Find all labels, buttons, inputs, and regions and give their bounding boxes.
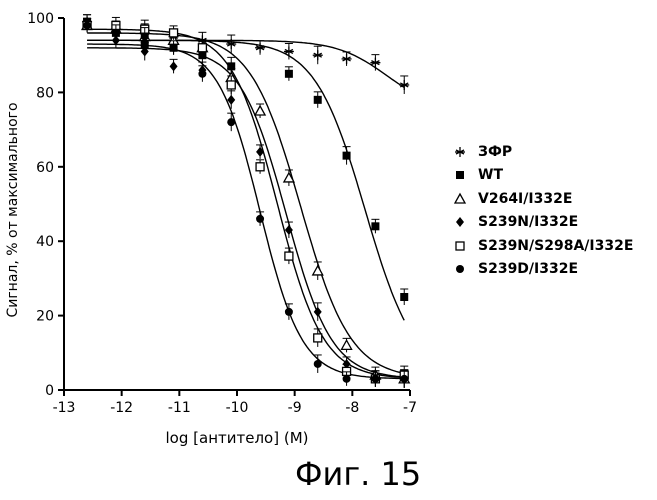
marker-asterisk — [455, 147, 465, 157]
data-point — [285, 308, 293, 316]
data-point — [371, 222, 379, 230]
data-points — [82, 15, 409, 388]
data-point — [256, 163, 264, 171]
data-point — [313, 266, 323, 275]
data-point — [343, 152, 351, 160]
y-tick-label: 20 — [36, 309, 54, 325]
x-tick-label: -9 — [288, 400, 302, 416]
legend-item: ЗФР — [452, 140, 633, 164]
marker-open-triangle — [455, 194, 465, 203]
legend-item: S239D/I332E — [452, 258, 633, 282]
fit-curve — [87, 40, 404, 87]
data-point — [198, 70, 206, 78]
legend: ЗФР WT V264I/I332E S239N/I332E S239N/S298A/I… — [452, 140, 633, 281]
data-point — [285, 70, 293, 78]
legend-marker-open-triangle-icon — [452, 191, 474, 207]
data-point — [285, 252, 293, 260]
marker-filled-square — [456, 171, 464, 179]
data-point — [227, 81, 235, 89]
data-point — [112, 29, 120, 37]
legend-item: V264I/I332E — [452, 187, 633, 211]
data-point — [314, 307, 322, 317]
data-point — [141, 33, 149, 41]
x-tick-label: -10 — [226, 400, 249, 416]
y-tick-label: 40 — [36, 234, 54, 250]
legend-label: S239N/I332E — [478, 214, 578, 230]
legend-label: ЗФР — [478, 144, 512, 160]
x-tick-label: -7 — [403, 400, 417, 416]
y-tick-label: 60 — [36, 160, 54, 176]
data-point — [343, 375, 351, 383]
data-point — [170, 61, 178, 71]
data-point — [83, 21, 91, 29]
data-point — [314, 96, 322, 104]
data-point — [314, 360, 322, 368]
data-point — [313, 50, 323, 60]
y-tick-label: 80 — [36, 85, 54, 101]
y-tick-label: 100 — [27, 11, 54, 27]
marker-open-square — [456, 242, 464, 250]
data-point — [255, 106, 265, 115]
fit-curves — [87, 29, 404, 378]
data-point — [314, 334, 322, 342]
fit-curve — [87, 44, 404, 378]
legend-label: WT — [478, 167, 503, 183]
marker-filled-circle — [456, 265, 464, 273]
data-point — [371, 375, 379, 383]
legend-marker-asterisk-icon — [452, 144, 474, 160]
legend-label: S239D/I332E — [478, 261, 578, 277]
legend-item: S239N/I332E — [452, 211, 633, 235]
data-point — [170, 29, 178, 37]
legend-marker-filled-circle-icon — [452, 261, 474, 277]
data-point — [400, 293, 408, 301]
fit-curve — [87, 29, 404, 377]
legend-marker-open-square-icon — [452, 238, 474, 254]
legend-marker-filled-diamond-icon — [452, 214, 474, 230]
data-point — [399, 80, 409, 90]
x-tick-label: -13 — [53, 400, 76, 416]
data-point — [198, 44, 206, 52]
legend-item: WT — [452, 164, 633, 188]
legend-marker-filled-square-icon — [452, 167, 474, 183]
fit-curve — [87, 40, 404, 320]
axes: 0 20 40 60 80 100 -13 -12 -11 -10 -9 -8 -7 — [27, 11, 417, 416]
x-tick-label: -12 — [110, 400, 133, 416]
legend-label: V264I/I332E — [478, 191, 572, 207]
marker-filled-diamond — [456, 217, 464, 227]
data-point — [227, 118, 235, 126]
data-point — [170, 44, 178, 52]
data-point — [342, 340, 352, 349]
x-tick-label: -8 — [345, 400, 359, 416]
x-tick-label: -11 — [168, 400, 191, 416]
data-point — [284, 46, 294, 56]
x-axis-label: log [антитело] (M) — [166, 429, 309, 447]
y-axis-label: Сигнал, % от максимального — [5, 102, 21, 317]
legend-item: S239N/S298A/I332E — [452, 234, 633, 258]
figure-caption: Фиг. 15 — [295, 455, 421, 493]
y-tick-label: 0 — [45, 383, 54, 399]
data-point — [256, 215, 264, 223]
legend-label: S239N/S298A/I332E — [478, 238, 633, 254]
fit-curve — [87, 33, 404, 374]
data-point — [342, 54, 352, 64]
data-point — [400, 375, 408, 383]
